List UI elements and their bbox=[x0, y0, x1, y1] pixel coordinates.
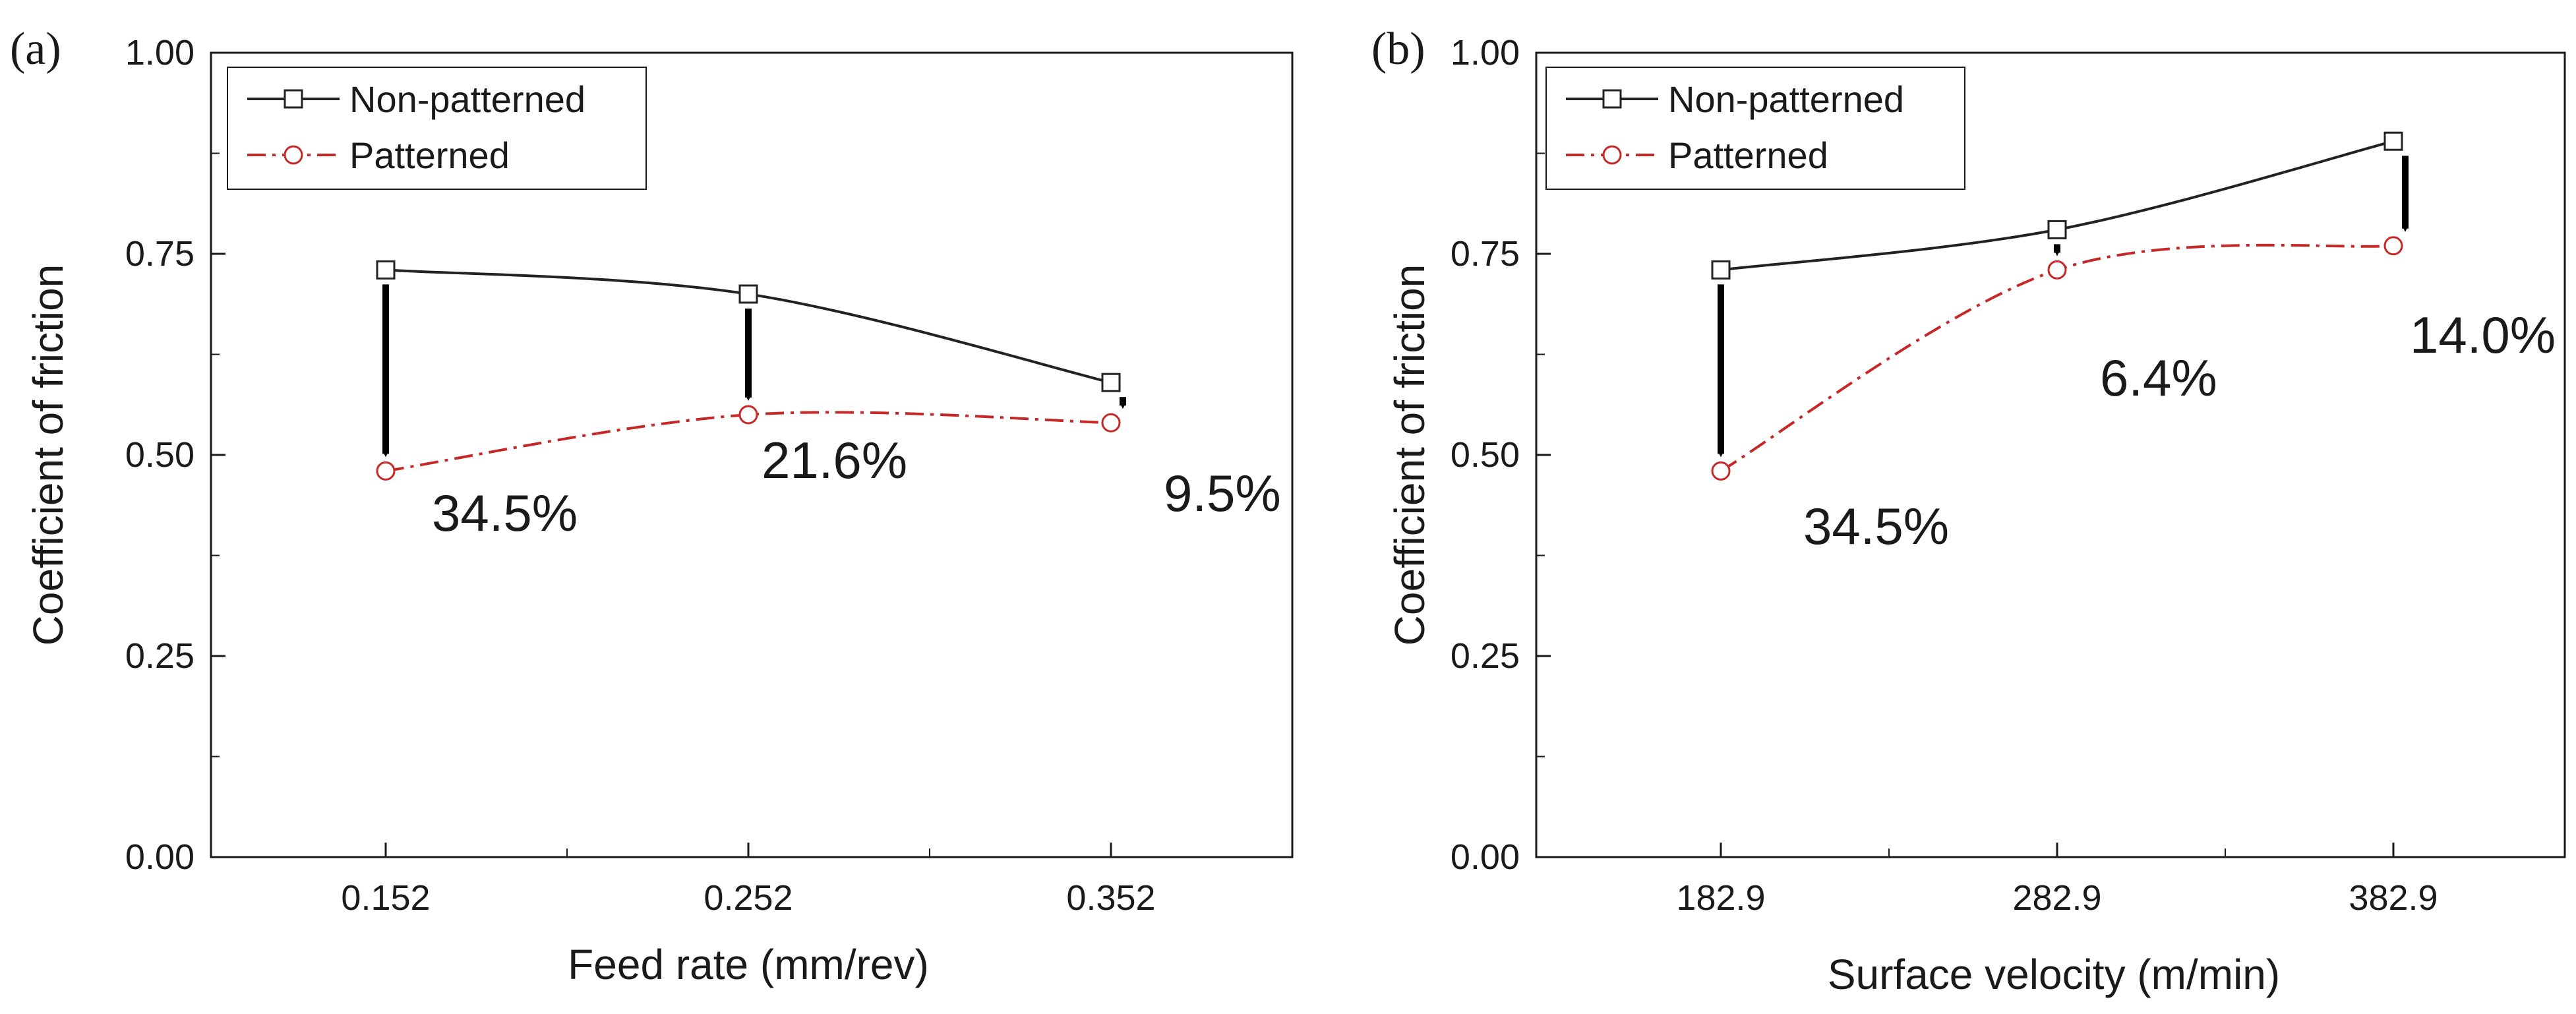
panel-b-legend: Non-patterned Patterned bbox=[1545, 67, 1965, 190]
panel-b-x-tick-label: 182.9 bbox=[1676, 878, 1765, 918]
panel-b-reduction-label: 6.4% bbox=[2100, 349, 2217, 407]
panel-b-legend-box bbox=[1545, 67, 1965, 190]
panel-a-x-tick-label: 0.152 bbox=[341, 878, 430, 918]
panel-b-non-patterned-point bbox=[2383, 131, 2403, 151]
panel-a-patterned-point bbox=[738, 405, 758, 425]
panel-a-reduction-label: 9.5% bbox=[1164, 464, 1281, 522]
panel-a-non-patterned-point bbox=[376, 260, 396, 280]
panel-a-legend-box bbox=[227, 67, 647, 190]
panel-a-x-axis: 0.152 0.252 0.352 bbox=[341, 843, 1156, 918]
panel-b-reduction-label: 34.5% bbox=[1803, 497, 1949, 555]
panel-a-x-tick-label: 0.352 bbox=[1066, 878, 1155, 918]
panel-b-y-axis: 0.00 0.25 0.50 0.75 1.00 bbox=[1451, 33, 1551, 877]
panel-a-y-tick-label: 0.75 bbox=[125, 234, 195, 274]
panel-b-x-axis: 182.9 282.9 382.9 bbox=[1676, 843, 2438, 918]
panel-b-y-tick-label: 0.00 bbox=[1451, 837, 1520, 877]
panel-b-legend-label-non-patterned: Non-patterned bbox=[1668, 78, 1904, 120]
panel-a-y-axis-label: Coefficient of friction bbox=[24, 264, 72, 646]
panel-a-legend: Non-patterned Patterned bbox=[227, 67, 647, 190]
panel-b-y-axis-label: Coefficient of friction bbox=[1386, 264, 1433, 646]
panel-a-label: (a) bbox=[10, 24, 61, 75]
panel-b-non-patterned-point bbox=[2047, 220, 2067, 239]
panel-a-y-tick-label: 1.00 bbox=[125, 33, 195, 73]
panel-b-non-patterned-point bbox=[1711, 260, 1731, 280]
panel-a-non-patterned-point bbox=[738, 284, 758, 304]
panel-a-legend-marker-patterned bbox=[284, 145, 303, 165]
panel-a: (a) 0.00 0.25 0.50 0.75 1.00 0.1 bbox=[10, 24, 1294, 988]
panel-a-legend-label-patterned: Patterned bbox=[349, 134, 510, 176]
panel-a-y-tick-label: 0.25 bbox=[125, 636, 195, 676]
panel-b-legend-label-patterned: Patterned bbox=[1668, 134, 1828, 176]
panel-a-y-axis: 0.00 0.25 0.50 0.75 1.00 bbox=[125, 33, 225, 877]
panel-b-reduction-label: 14.0% bbox=[2410, 306, 2556, 364]
panel-b-patterned-point bbox=[1711, 461, 1731, 481]
panel-a-reduction-label: 34.5% bbox=[432, 484, 578, 542]
panel-a-patterned-point bbox=[1101, 413, 1121, 432]
panel-a-y-tick-label: 0.50 bbox=[125, 435, 195, 475]
panel-a-legend-marker-non-patterned bbox=[284, 89, 303, 109]
panel-b-legend-marker-patterned bbox=[1602, 145, 1622, 165]
panel-a-reduction-label: 21.6% bbox=[762, 431, 907, 489]
panel-a-x-tick-label: 0.252 bbox=[704, 878, 793, 918]
panel-b-patterned-point bbox=[2047, 260, 2067, 280]
panel-b-y-tick-label: 1.00 bbox=[1451, 33, 1520, 73]
panel-b-y-tick-label: 0.25 bbox=[1451, 636, 1520, 676]
panel-b-y-tick-label: 0.50 bbox=[1451, 435, 1520, 475]
panel-b-patterned-point bbox=[2383, 236, 2403, 256]
panel-b-y-tick-label: 0.75 bbox=[1451, 234, 1520, 274]
panel-a-legend-label-non-patterned: Non-patterned bbox=[349, 78, 585, 120]
panel-b-label: (b) bbox=[1371, 24, 1425, 75]
panel-a-x-axis-label: Feed rate (mm/rev) bbox=[568, 941, 929, 988]
panel-a-non-patterned-point bbox=[1101, 373, 1121, 392]
panel-b-x-tick-label: 382.9 bbox=[2349, 878, 2438, 918]
panel-b: (b) 0.00 0.25 0.50 0.75 1.00 182 bbox=[1371, 24, 2566, 998]
panel-b-legend-marker-non-patterned bbox=[1602, 89, 1622, 109]
panel-b-x-tick-label: 282.9 bbox=[2012, 878, 2101, 918]
panel-b-x-axis-label: Surface velocity (m/min) bbox=[1828, 951, 2280, 998]
panel-a-patterned-point bbox=[376, 461, 396, 481]
panel-a-y-tick-label: 0.00 bbox=[125, 837, 195, 877]
